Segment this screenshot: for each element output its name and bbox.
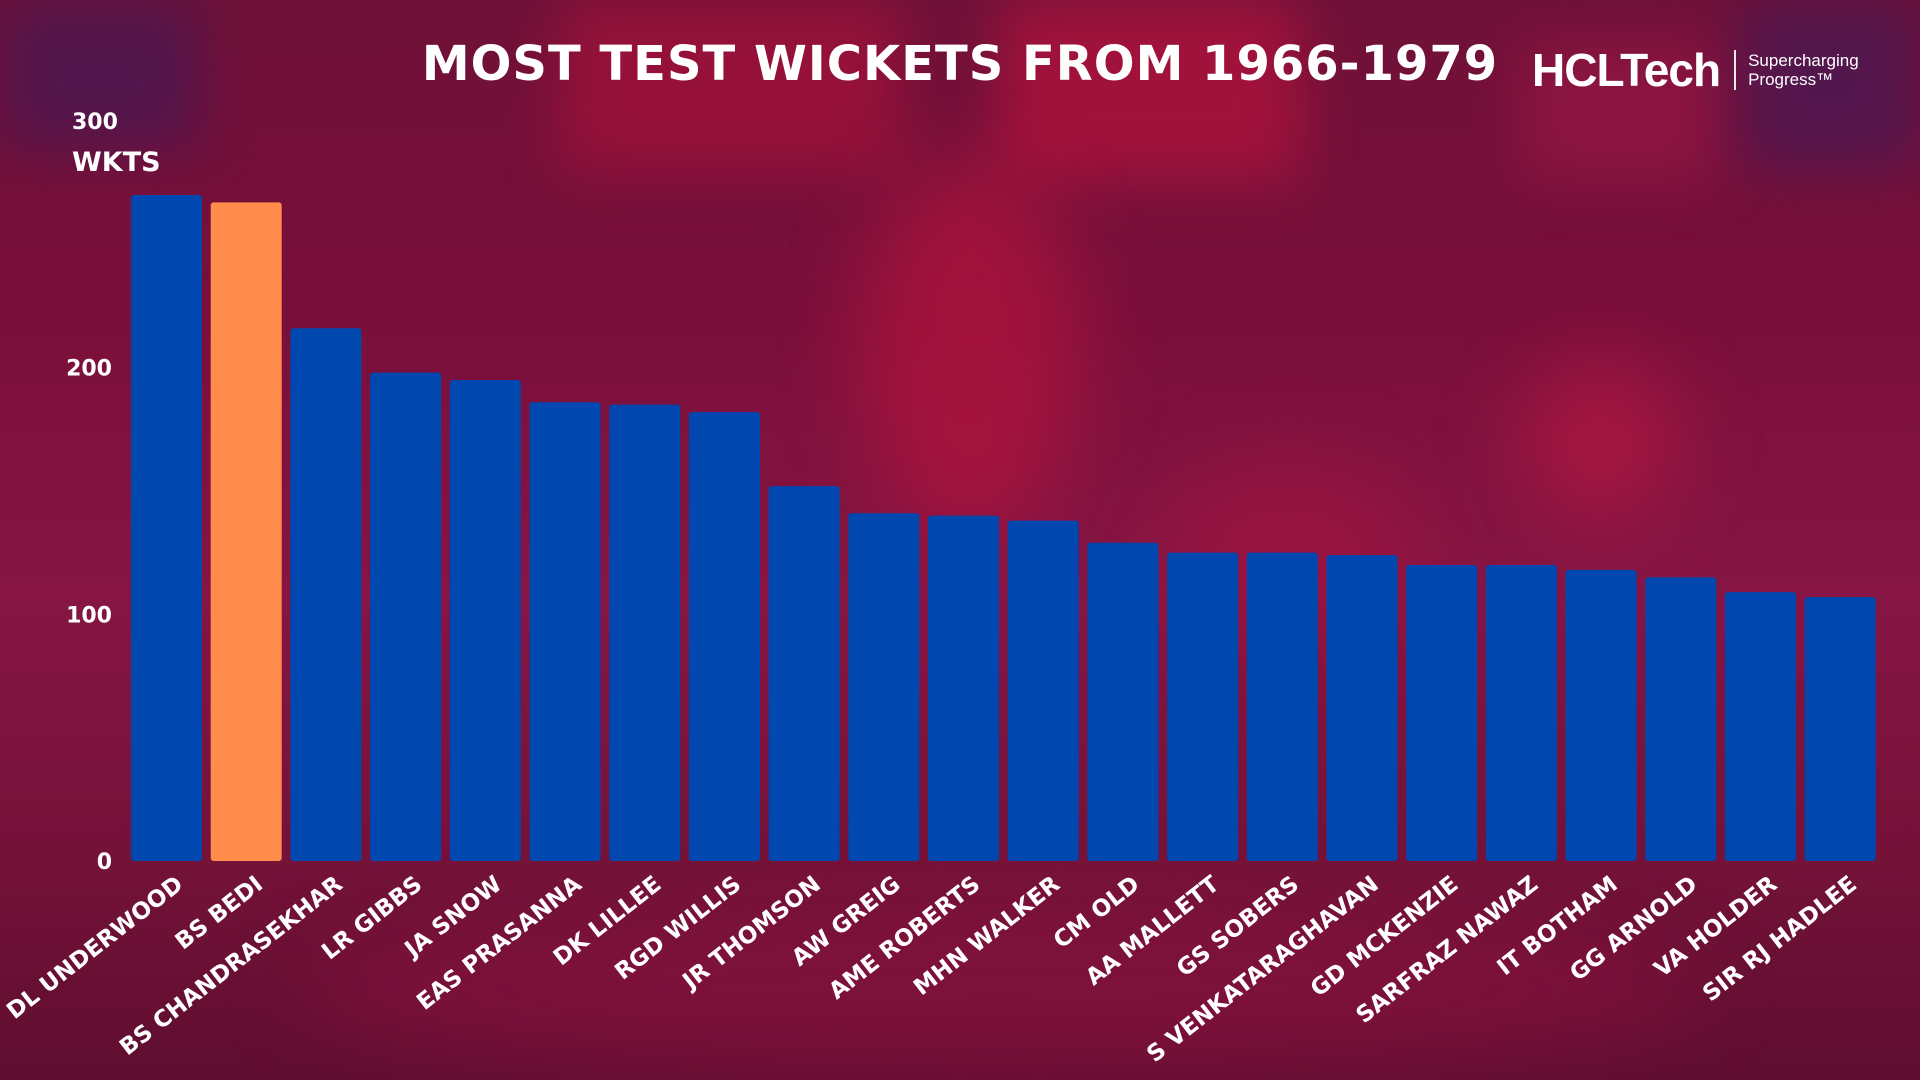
bar-lr-gibbs [370,372,442,861]
brand-tagline-line2: Progress™ [1748,70,1834,89]
bar-jr-thomson [768,486,840,861]
bar-aw-greig [848,513,920,861]
bar-sir-rj-hadlee [1804,597,1876,861]
brand-name: HCLTech [1532,44,1721,96]
bar-va-holder [1725,592,1796,861]
background-panel-right [1520,40,1720,180]
bar-bs-bedi [210,202,282,861]
bar-dl-underwood [131,195,202,861]
y-tick-label-0: 0 [97,850,112,875]
bar-it-botham [1565,569,1637,861]
background-panel-center [560,0,900,170]
background-panel-far-right [1740,0,1920,170]
y-tick-label-200: 200 [66,357,112,382]
background-panel-left [0,0,200,150]
background-bottom-glow [300,900,1700,1080]
bar-dk-lillee [609,404,681,861]
background-figure-glow-1 [1520,360,1680,520]
y-tick-label-100: 100 [66,603,112,628]
bar-ame-roberts [928,515,999,861]
background-panel-center-right [1000,0,1300,180]
chart-title: MOST TEST WICKETS FROM 1966-1979 [421,36,1499,92]
y-tick-label-300: 300 [72,110,118,135]
bar-cm-old [1087,542,1159,861]
x-tick-label-dl-underwood: DL UNDERWOOD [2,871,188,1024]
brand-tagline: Supercharging Progress™ [1748,51,1888,89]
bar-gd-mckenzie [1406,565,1478,861]
brand-divider [1734,50,1737,90]
bar-ja-snow [449,380,521,861]
brand-logo: HCLTech Supercharging Progress™ [1532,40,1888,100]
bar-eas-prasanna [529,402,601,861]
background-trophy-glow [860,160,1080,540]
x-tick-label-mhn-walker: MHN WALKER [909,871,1065,1001]
y-axis-label: WKTS [72,147,161,178]
bar-sarfraz-nawaz [1485,565,1557,861]
bar-s-venkataraghavan [1326,555,1398,861]
bar-rgd-willis [688,412,760,861]
bar-bs-chandrasekhar [290,328,362,861]
brand-tagline-line1: Supercharging [1748,51,1859,70]
x-tick-label-jr-thomson: JR THOMSON [677,871,826,996]
bar-gg-arnold [1645,577,1717,861]
bar-gs-sobers [1246,552,1318,861]
bar-aa-mallett [1167,552,1239,861]
x-tick-label-aa-mallett: AA MALLETT [1081,871,1224,991]
bar-mhn-walker [1007,520,1079,861]
